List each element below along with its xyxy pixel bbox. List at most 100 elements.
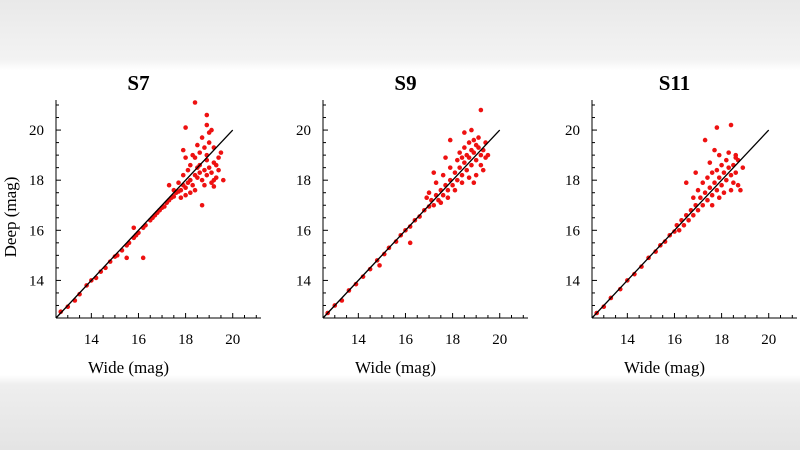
data-point [183,155,188,160]
data-point [459,180,465,185]
data-point [107,259,113,264]
data-point [65,304,71,310]
data-point [195,175,200,180]
data-point [457,165,462,170]
x-tick-label: 16 [667,332,683,348]
data-point [707,160,713,165]
data-point [450,182,455,188]
data-point [195,142,200,148]
data-point [211,177,217,183]
data-point [199,135,205,140]
data-point [180,147,186,153]
data-point [190,152,195,158]
data-point [480,167,486,173]
data-point [473,172,479,178]
data-point [445,187,451,193]
data-point [698,195,703,201]
panel-S11: 14 16 18 20 14 16 18 20 S11 Wide (mag) [565,71,797,377]
data-point [180,172,186,178]
data-point [202,167,207,173]
data-point [183,192,188,198]
data-point [417,214,422,219]
data-point [728,187,734,193]
data-point [197,150,203,155]
data-point [188,190,193,196]
data-point [721,170,727,175]
x-tick-label: 18 [445,332,460,348]
data-point [462,145,467,150]
x-tick-label: 20 [225,332,240,348]
data-point [140,255,146,261]
y-tick-label: 14 [565,273,581,289]
data-point [719,162,724,168]
one-to-one-line [322,129,501,319]
data-point [471,180,477,185]
panel-title: S9 [394,71,416,95]
data-point [724,177,729,183]
data-point [199,177,205,183]
data-point [393,239,399,244]
data-point [464,167,470,173]
one-to-one-line [55,129,234,319]
data-point [676,227,682,233]
data-point [469,127,474,133]
data-point [705,197,710,203]
data-point [686,217,691,223]
x-tick-label: 16 [131,332,147,348]
data-point [716,195,722,201]
data-point [473,142,479,148]
y-tick-label: 20 [296,123,311,139]
data-point [469,147,474,153]
y-axis-label: Deep (mag) [1,177,20,258]
data-point [731,180,736,185]
data-point [728,172,734,178]
data-point [700,180,706,185]
y-tick-label: 14 [29,273,45,289]
data-point [424,195,429,201]
data-point [473,157,479,163]
panel-title: S7 [127,71,149,95]
data-point [735,182,741,188]
x-tick-label: 14 [351,332,367,348]
data-point [377,263,382,268]
data-point [440,192,446,198]
data-point [455,157,460,163]
data-point [466,140,472,145]
data-point [183,125,188,130]
data-point [728,122,734,128]
data-point [691,212,696,218]
data-point [709,202,715,208]
data-point [478,152,484,158]
data-point [632,271,637,277]
y-tick-label: 18 [565,173,580,189]
data-point [407,224,413,229]
data-point [733,155,739,160]
data-point [459,172,465,178]
data-point [77,291,82,297]
data-point [716,175,722,180]
x-tick-label: 14 [84,332,100,348]
y-tick-label: 16 [296,223,312,239]
data-point [466,175,472,180]
data-point [447,165,453,170]
data-point [188,177,193,183]
data-point [714,187,720,193]
one-to-one-line [591,129,770,319]
data-point [705,175,710,180]
data-point [204,172,210,178]
data-point [367,266,373,272]
data-point [455,177,460,183]
data-point [695,207,701,213]
panel-S7: 14 16 18 20 14 16 18 20 S7 Wide (mag) Deep (mag) [1,71,261,377]
data-point [209,170,214,175]
data-point [360,274,366,279]
data-point [683,180,689,185]
x-axis-label: Wide (mag) [88,358,169,377]
data-point [714,167,720,173]
data-point [714,125,720,130]
data-point [433,180,439,185]
data-point [192,100,198,105]
y-tick-label: 18 [29,173,44,189]
data-point [719,182,724,188]
